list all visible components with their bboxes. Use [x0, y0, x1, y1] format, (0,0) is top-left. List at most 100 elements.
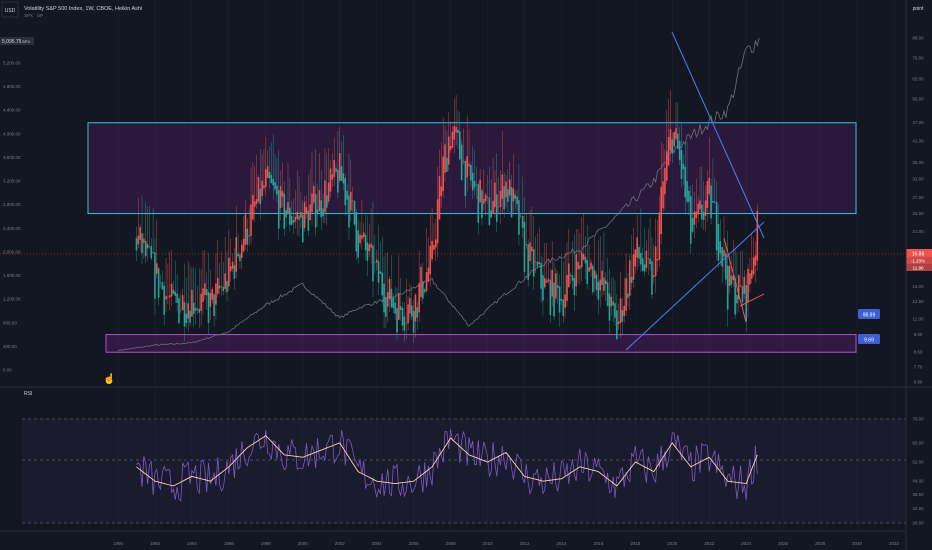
- candle-body: [200, 293, 202, 311]
- right-axis-tick: 41.00: [912, 139, 924, 144]
- candle-body: [294, 216, 297, 222]
- candle-body: [192, 302, 195, 314]
- candle-body: [366, 242, 369, 261]
- candle-body: [394, 302, 396, 314]
- candle-body: [689, 196, 692, 244]
- candle-body: [475, 184, 478, 185]
- candle-body: [274, 182, 276, 190]
- candle-body: [235, 237, 238, 272]
- candle-body: [551, 270, 553, 297]
- candle-body: [196, 308, 199, 310]
- rsi-axis-tick: 44.00: [912, 479, 924, 484]
- candle-body: [418, 282, 420, 313]
- candle-body: [213, 294, 215, 316]
- candle-body: [693, 211, 696, 225]
- candle-body: [204, 283, 206, 296]
- time-axis-tick: 2012: [519, 541, 530, 546]
- candle-body: [292, 220, 295, 223]
- candle-body: [191, 289, 193, 317]
- time-axis-tick: 2016: [593, 541, 604, 546]
- candle-body: [239, 254, 241, 262]
- time-axis-tick: 1998: [261, 541, 272, 546]
- currency-label[interactable]: USD: [5, 8, 16, 14]
- upper-badge[interactable]: [858, 309, 880, 319]
- candle-body: [143, 238, 145, 243]
- candle-body: [654, 246, 657, 277]
- candle-body: [156, 263, 158, 274]
- left-price-axis[interactable]: 0.00 400.00 800.00 1,200.00 1,600.00 2,000.00…: [3, 61, 21, 373]
- candle-body: [632, 254, 635, 280]
- uptrend-line[interactable]: [625, 221, 765, 351]
- scale-mode-label[interactable]: point: [913, 6, 924, 12]
- red-support-line[interactable]: [739, 293, 765, 307]
- candle-body: [706, 181, 709, 208]
- lower-badge[interactable]: [858, 334, 880, 344]
- candle-body: [749, 273, 751, 285]
- time-axis[interactable]: 1990 1992 1994 1996 1998 2000 2002 2004 2006 2008…: [113, 541, 900, 546]
- time-axis-tick: 1994: [187, 541, 198, 546]
- time-axis-tick: 1992: [150, 541, 161, 546]
- candle-body: [168, 295, 171, 298]
- rsi-axis-tick: 60.00: [912, 440, 924, 445]
- heikin-ashi-candles: [135, 90, 759, 344]
- candle-body: [708, 177, 711, 194]
- right-price-axis[interactable]: 88.00 76.00 65.00 56.00 47.00 41.00 35.00 31.00…: [912, 36, 924, 385]
- candle-body: [248, 235, 250, 237]
- candle-body: [407, 304, 409, 324]
- time-axis-tick: 2008: [446, 541, 457, 546]
- candle-body: [510, 187, 513, 218]
- lower-range-box[interactable]: [105, 334, 857, 353]
- candle-body: [429, 245, 432, 275]
- candle-body: [512, 188, 515, 202]
- candle-body: [237, 253, 239, 257]
- left-axis-tick: 4,000.00: [3, 131, 21, 136]
- candle-body: [464, 161, 467, 197]
- candle-body: [649, 258, 651, 264]
- candle-body: [396, 308, 398, 333]
- candle-body: [309, 204, 311, 221]
- upper-range-box[interactable]: [87, 122, 857, 215]
- candle-body: [141, 233, 143, 254]
- candle-body: [364, 234, 367, 251]
- candle-body: [436, 199, 439, 244]
- candle-body: [743, 277, 746, 294]
- candle-body: [571, 275, 574, 281]
- candle-body: [375, 259, 378, 263]
- left-axis-tick: 2,400.00: [3, 226, 21, 231]
- candle-body: [686, 181, 688, 202]
- rsi-axis[interactable]: 70.00 60.00 52.00 44.00 38.50 32.50 26.50: [912, 417, 924, 526]
- downtrend-line[interactable]: [671, 31, 765, 239]
- candle-body: [202, 288, 204, 302]
- candle-body: [678, 140, 681, 160]
- candle-body: [185, 313, 188, 324]
- candle-body: [514, 194, 517, 199]
- candle-body: [270, 175, 273, 183]
- candle-body: [198, 308, 201, 313]
- candle-body: [226, 280, 228, 292]
- candle-body: [497, 206, 500, 208]
- candle-body: [342, 173, 345, 184]
- lower-price-label-bg: [906, 264, 932, 271]
- candle-body: [536, 261, 539, 267]
- candle-body: [320, 200, 323, 218]
- candle-body: [641, 258, 644, 271]
- candle-body: [163, 285, 165, 315]
- candle-body: [636, 237, 638, 258]
- candle-body: [481, 190, 483, 218]
- candle-body: [603, 277, 605, 291]
- candle-body: [152, 252, 154, 253]
- time-axis-tick: 2022: [704, 541, 715, 546]
- candle-body: [401, 308, 404, 326]
- candle-body: [242, 238, 245, 252]
- time-axis-tick: 2010: [483, 541, 494, 546]
- candle-body: [667, 137, 670, 166]
- candle-body: [527, 244, 529, 280]
- red-trend-line[interactable]: [723, 237, 747, 323]
- candle-body: [350, 191, 352, 211]
- price-tag-bg: [0, 37, 34, 45]
- right-axis-tick: 6.90: [914, 380, 923, 385]
- candle-body: [388, 279, 391, 300]
- overlay-symbol[interactable]: SPX · SP: [24, 13, 43, 18]
- left-axis-tick: 1,600.00: [3, 273, 21, 278]
